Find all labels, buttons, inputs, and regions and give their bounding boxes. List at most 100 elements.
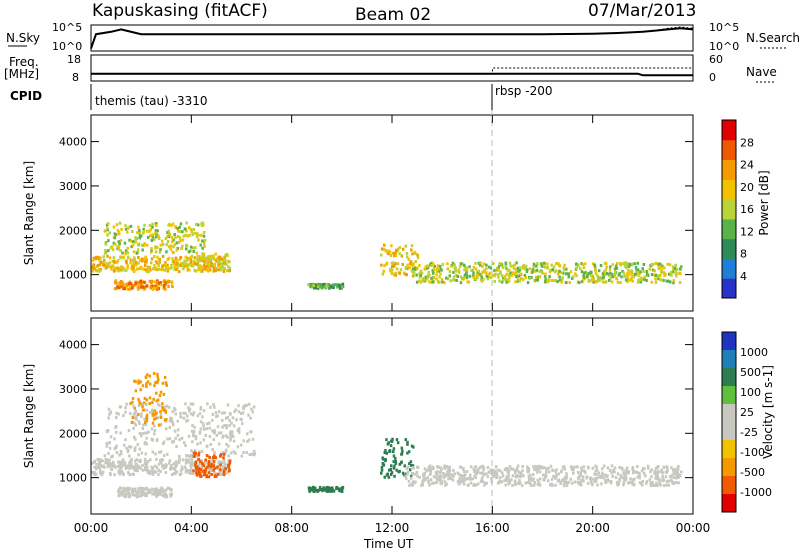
- data-cell-band-5: [381, 272, 385, 276]
- colorbar-segment-2: [722, 368, 736, 387]
- data-cell-band-1: [192, 431, 195, 435]
- data-cell-band-2: [122, 287, 125, 291]
- data-cell-band-6: [403, 473, 406, 477]
- data-cell-band-1: [127, 448, 130, 452]
- data-cell-band-7: [470, 477, 473, 481]
- data-cell-band-7: [609, 481, 613, 485]
- data-cell-band-6: [540, 271, 544, 275]
- data-cell-band-7: [427, 467, 431, 471]
- data-cell-band-5: [340, 490, 344, 493]
- data-cell-band-0: [159, 470, 162, 473]
- data-cell-band-5: [395, 267, 399, 271]
- data-cell-band-1: [189, 245, 193, 249]
- data-cell-band-6: [515, 267, 518, 271]
- data-cell-band-1: [228, 419, 231, 423]
- data-cell-band-1: [226, 416, 229, 420]
- data-cell-band-7: [519, 481, 522, 485]
- data-cell-band-0: [190, 254, 194, 258]
- data-cell-band-7: [676, 470, 679, 474]
- data-cell-band-6: [395, 468, 398, 472]
- data-cell-band-6: [544, 277, 547, 281]
- freq-unit-label: [MHz]: [4, 67, 39, 81]
- data-cell-band-2: [155, 494, 158, 498]
- data-cell-band-1: [240, 454, 244, 458]
- data-cell-band-7: [565, 472, 568, 476]
- data-cell-band-7: [527, 474, 531, 478]
- data-cell-band-0: [175, 463, 178, 467]
- data-cell-band-6: [579, 267, 582, 271]
- data-cell-band-0: [151, 267, 155, 271]
- data-cell-band-7: [648, 478, 652, 482]
- data-cell-band-4: [312, 284, 315, 288]
- data-cell-band-1: [118, 221, 122, 225]
- data-cell-band-6: [449, 279, 452, 283]
- data-cell-band-6: [382, 457, 385, 461]
- data-cell-band-6: [463, 263, 466, 267]
- data-cell-band-1: [188, 454, 191, 458]
- data-cell-band-5: [332, 489, 336, 493]
- data-cell-band-1: [196, 223, 200, 227]
- data-cell-band-2: [131, 487, 134, 491]
- data-cell-band-7: [547, 466, 550, 470]
- data-cell-band-7: [422, 477, 426, 481]
- data-cell-band-7: [638, 476, 641, 480]
- data-cell-band-1: [108, 441, 111, 445]
- data-cell-band-1: [174, 436, 177, 440]
- data-cell-band-6: [532, 265, 535, 269]
- data-cell-band-1: [142, 423, 145, 427]
- data-cell-band-1: [177, 240, 181, 244]
- data-cell-band-6: [577, 264, 580, 268]
- data-cell-band-7: [501, 471, 504, 475]
- colorbar-segment-3: [722, 386, 736, 405]
- data-cell-band-7: [609, 468, 612, 472]
- data-cell-band-7: [547, 479, 550, 483]
- data-cell-band-2: [160, 283, 163, 287]
- data-cell-band-1: [174, 225, 177, 229]
- data-cell-band-1: [170, 224, 173, 227]
- data-cell-band-1: [195, 251, 198, 255]
- data-cell-band-6: [463, 268, 466, 272]
- data-cell-band-1: [173, 233, 176, 236]
- data-cell-band-1: [131, 243, 135, 247]
- data-cell-band-1: [154, 231, 157, 235]
- data-cell-band-1: [236, 429, 240, 433]
- data-cell-band-7: [588, 476, 592, 480]
- data-cell-band-7: [617, 481, 621, 485]
- data-cell-band-6: [611, 263, 614, 267]
- data-cell-band-2: [143, 280, 146, 284]
- data-cell-band-6: [390, 464, 393, 468]
- data-cell-band-4: [162, 392, 166, 396]
- data-cell-band-4: [144, 375, 148, 379]
- data-cell-band-1: [209, 443, 212, 446]
- data-cell-band-5: [404, 266, 408, 269]
- data-cell-band-0: [96, 263, 100, 267]
- data-cell-band-1: [162, 442, 165, 446]
- data-cell-band-6: [630, 271, 634, 275]
- data-cell-band-0: [98, 263, 102, 267]
- data-cell-band-7: [529, 482, 532, 486]
- x-tick-label-4: 16:00: [475, 521, 510, 535]
- data-cell-band-6: [648, 267, 651, 271]
- data-cell-band-7: [425, 469, 428, 473]
- data-cell-band-4: [158, 394, 162, 398]
- data-cell-band-1: [223, 411, 226, 415]
- data-cell-band-2: [120, 281, 123, 284]
- data-cell-band-0: [195, 269, 198, 273]
- data-cell-band-0: [160, 267, 163, 271]
- data-cell-band-2: [119, 486, 123, 490]
- data-cell-band-0: [114, 465, 117, 469]
- data-cell-band-4: [144, 421, 147, 424]
- data-cell-band-6: [641, 267, 644, 271]
- data-cell-band-7: [447, 477, 450, 481]
- data-cell-band-3: [217, 255, 221, 259]
- data-cell-band-1: [173, 243, 176, 247]
- data-cell-band-7: [591, 483, 594, 487]
- data-cell-band-0: [179, 262, 183, 266]
- data-cell-band-6: [464, 266, 467, 270]
- data-cell-band-6: [380, 468, 384, 472]
- data-cell-band-6: [558, 264, 562, 268]
- data-cell-band-7: [516, 468, 519, 472]
- data-cell-band-1: [141, 427, 144, 430]
- data-cell-band-7: [636, 475, 639, 479]
- data-cell-band-6: [581, 263, 585, 266]
